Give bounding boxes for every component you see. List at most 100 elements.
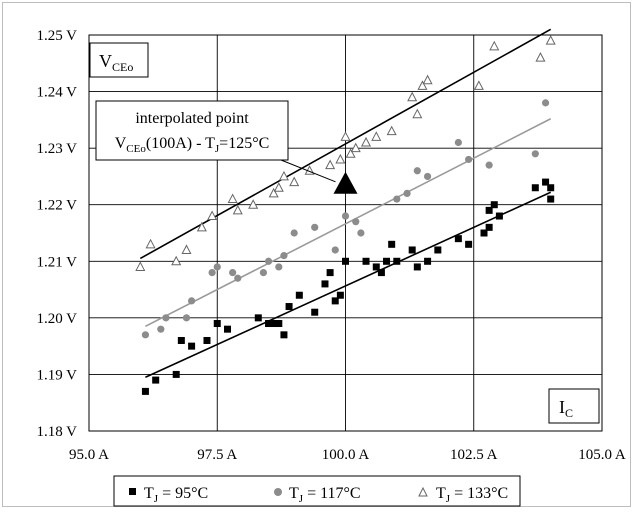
data-point-square [177, 336, 185, 344]
x-tick-label: 102.5 A [450, 447, 498, 463]
data-point-square [465, 240, 473, 248]
data-point-triangle [535, 52, 546, 62]
legend-label-117: TJ = 117°C [289, 485, 361, 505]
x-tick-label: 100.0 A [322, 447, 370, 463]
y-quantity-sub: CEo [112, 60, 133, 74]
data-point-square [311, 308, 319, 316]
data-point-circle [311, 223, 319, 231]
data-point-circle [162, 314, 170, 322]
data-point-triangle [273, 182, 284, 192]
data-point-circle [182, 314, 191, 322]
data-point-square [141, 387, 149, 395]
y-tick-label: 1.23 V [36, 141, 77, 157]
trend-line-series-3 [139, 28, 552, 260]
data-point-square [270, 320, 278, 328]
data-point-square [188, 342, 196, 350]
data-point-circle [290, 229, 298, 237]
data-point-triangle [386, 125, 397, 136]
data-point-square [295, 291, 303, 299]
data-point-square [383, 257, 391, 265]
annotation-line2: VCEo(100A) - TJ=125°C [115, 135, 270, 155]
annotation-pointer [280, 159, 336, 183]
data-point-circle [352, 218, 360, 226]
x-tick-label: 97.5 A [197, 447, 237, 463]
data-point-square [342, 257, 349, 265]
data-points [135, 35, 556, 395]
legend-label-95: TJ = 95°C [144, 485, 208, 505]
data-point-triangle [345, 148, 356, 158]
y-tick-label: 1.22 V [36, 198, 77, 214]
y-tick-label: 1.19 V [36, 367, 77, 383]
data-point-triangle [207, 210, 218, 221]
data-point-circle [465, 155, 473, 164]
legend-item-95: TJ = 95°C [129, 485, 208, 505]
data-point-square [547, 195, 555, 203]
data-point-square [275, 320, 283, 328]
data-point-triangle [371, 131, 382, 141]
y-quantity-label: VCEo [89, 42, 149, 78]
legend-133-main: T [436, 485, 446, 502]
data-point-square [547, 184, 555, 192]
data-point-circle [157, 325, 165, 333]
svg-text:IC: IC [559, 397, 573, 420]
data-point-circle [141, 331, 150, 339]
data-point-triangle [278, 170, 289, 181]
data-point-triangle [350, 142, 361, 153]
legend-item-117: TJ = 117°C [274, 485, 361, 505]
y-tick-label: 1.21 V [36, 254, 77, 270]
data-point-circle [531, 150, 539, 158]
data-point-square [152, 376, 160, 384]
data-point-square [331, 297, 339, 305]
data-point-circle [259, 269, 268, 277]
annotation-line2-end: =125°C [219, 135, 269, 152]
legend-95-sub: J [154, 493, 159, 505]
x-quantity-sub: C [565, 406, 573, 420]
legend-95-main: T [144, 485, 154, 502]
data-point-square [377, 269, 385, 277]
y-tick-label: 1.20 V [36, 311, 77, 327]
data-point-triangle [417, 80, 428, 90]
data-point-square [424, 257, 432, 265]
data-point-triangle [422, 74, 433, 85]
data-point-circle [264, 257, 273, 265]
data-point-triangle [335, 153, 346, 164]
plot-area-border [88, 34, 603, 432]
data-point-triangle [171, 255, 182, 266]
data-point-square [542, 178, 550, 186]
legend-square-marker [129, 488, 136, 495]
x-tick-labels: 95.0 A 97.5 A 100.0 A 102.5 A 105.0 A [69, 447, 626, 463]
data-point-square [485, 206, 493, 214]
annotation-line1: interpolated point [135, 110, 249, 127]
legend-133-sub: J [446, 493, 451, 505]
data-point-square [326, 269, 334, 277]
legend: TJ = 95°C TJ = 117°C TJ = 133°C [113, 475, 521, 507]
data-point-triangle [268, 187, 279, 198]
data-point-circle [403, 189, 411, 197]
data-point-circle [229, 269, 237, 277]
legend-label-133: TJ = 133°C [436, 485, 508, 505]
x-quantity-label: IC [548, 388, 600, 424]
data-point-triangle [340, 131, 351, 141]
data-point-square [480, 229, 488, 237]
trend-line-series-1 [145, 191, 552, 378]
scatter-chart: 1.18 V 1.19 V 1.20 V 1.21 V 1.22 V 1.23 V 1.24… [36, 28, 626, 507]
legend-circle-marker [274, 488, 282, 496]
chart-frame: 1.18 V 1.19 V 1.20 V 1.21 V 1.22 V 1.23 V 1.24… [2, 2, 631, 507]
data-point-triangle [545, 35, 556, 45]
y-tick-label: 1.25 V [36, 28, 77, 44]
data-point-triangle [196, 221, 207, 232]
data-point-triangle [135, 261, 146, 271]
data-point-square [490, 201, 498, 209]
y-tick-labels: 1.18 V 1.19 V 1.20 V 1.21 V 1.22 V 1.23 V 1.24… [36, 28, 77, 440]
data-point-square [362, 257, 370, 265]
data-point-square [495, 212, 503, 220]
data-point-square [213, 320, 221, 328]
data-point-triangle [489, 40, 500, 51]
interpolated-point-marker [333, 171, 358, 194]
data-point-triangle [145, 238, 156, 249]
data-point-triangle [232, 204, 243, 215]
data-point-triangle [325, 159, 336, 170]
data-point-circle [275, 263, 283, 271]
x-quantity-main: I [559, 397, 565, 417]
data-point-square [265, 320, 273, 328]
